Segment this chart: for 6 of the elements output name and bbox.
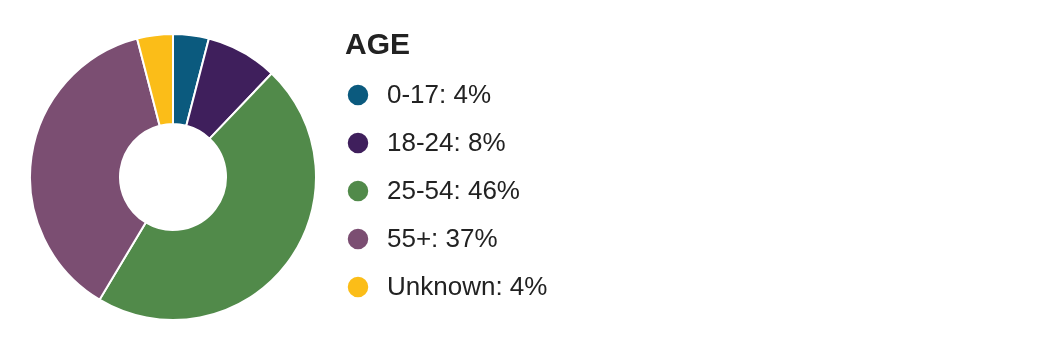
- legend-label: 18-24: 8%: [387, 127, 506, 157]
- legend-title: AGE: [345, 27, 411, 60]
- legend-label: 0-17: 4%: [387, 79, 492, 109]
- legend-label: Unknown: 4%: [387, 271, 548, 301]
- legend-label: 55+: 37%: [387, 223, 498, 253]
- legend-label: 25-54: 46%: [387, 175, 520, 205]
